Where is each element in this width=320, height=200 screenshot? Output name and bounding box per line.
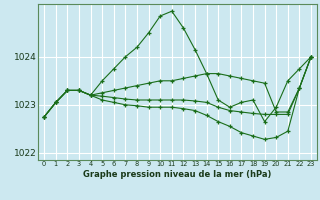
- X-axis label: Graphe pression niveau de la mer (hPa): Graphe pression niveau de la mer (hPa): [84, 170, 272, 179]
